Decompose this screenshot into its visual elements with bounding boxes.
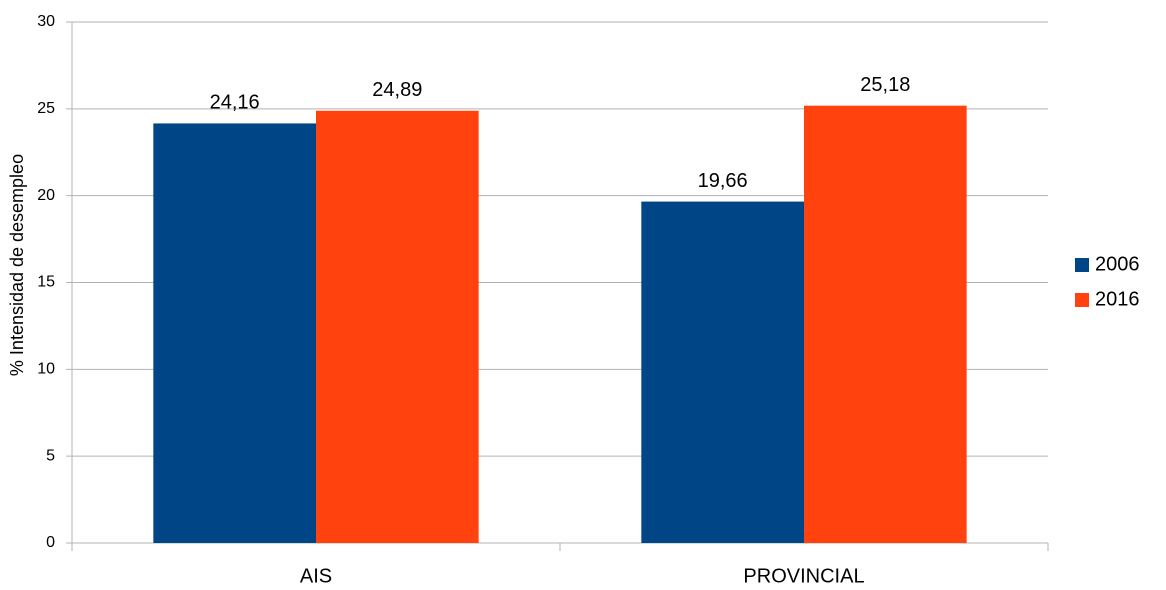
legend-label: 2016 <box>1095 288 1140 310</box>
y-tick-label: 30 <box>37 13 55 30</box>
y-tick-label: 15 <box>37 274 55 291</box>
bar <box>316 110 479 544</box>
value-label: 24,16 <box>210 92 260 114</box>
legend-label: 2006 <box>1095 253 1140 275</box>
value-label: 19,66 <box>698 170 748 192</box>
y-tick-label: 10 <box>37 361 55 378</box>
y-tick-label: 20 <box>37 187 55 204</box>
y-tick-label: 25 <box>37 100 55 117</box>
x-tick-label: PROVINCIAL <box>743 565 864 587</box>
y-axis-title: % Intensidad de desempleo <box>7 154 27 376</box>
y-tick-label: 5 <box>46 447 55 464</box>
bar <box>804 105 967 543</box>
y-tick-label: 0 <box>46 534 55 551</box>
legend-swatch <box>1075 293 1089 307</box>
x-tick-label: AIS <box>300 565 332 587</box>
bar <box>153 123 316 544</box>
value-label: 24,89 <box>372 79 422 101</box>
legend-swatch <box>1075 258 1089 272</box>
value-label: 25,18 <box>860 74 910 96</box>
bar <box>641 201 804 543</box>
